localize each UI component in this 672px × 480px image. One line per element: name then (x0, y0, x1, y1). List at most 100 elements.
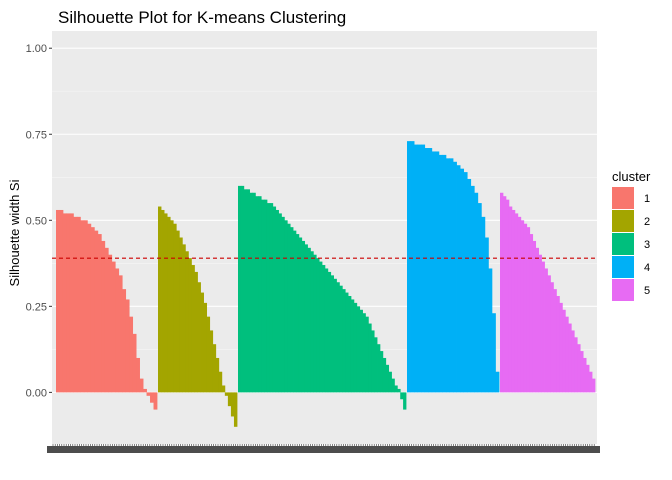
x-tick-labels-overlapping (47, 446, 600, 453)
silhouette-bar (556, 296, 560, 393)
bars (56, 141, 596, 427)
silhouette-bar (403, 392, 407, 410)
silhouette-bar (500, 192, 504, 393)
silhouette-bar (523, 223, 528, 393)
silhouette-bar (108, 254, 113, 393)
silhouette-bar (269, 203, 274, 393)
silhouette-bar (170, 220, 174, 393)
silhouette-bar (397, 388, 401, 393)
silhouette-bar (246, 189, 250, 393)
silhouette-bar (139, 378, 144, 393)
silhouette-bar (463, 172, 468, 393)
silhouette-bar (342, 289, 346, 393)
legend-key-1 (612, 187, 634, 209)
legend-label-2: 2 (644, 216, 650, 228)
silhouette-bar (261, 199, 265, 393)
silhouette-bar (592, 378, 596, 393)
silhouette-bar (529, 234, 534, 393)
silhouette-bar (136, 357, 140, 393)
silhouette-bar (224, 392, 229, 396)
y-tick-label: 1.00 (26, 43, 47, 55)
silhouette-bar (69, 213, 74, 393)
legend-key-4 (612, 256, 634, 278)
legend-key-3 (612, 233, 634, 255)
silhouette-bar (577, 344, 581, 393)
silhouette-bar (167, 216, 171, 393)
silhouette-bar (514, 213, 519, 393)
silhouette-bar (266, 203, 271, 393)
silhouette-bar (209, 330, 214, 393)
silhouette-bar (394, 385, 398, 393)
silhouette-bar (264, 199, 268, 393)
silhouette-bar (80, 220, 85, 393)
legend-title: cluster (612, 169, 651, 184)
silhouette-bar (194, 271, 198, 393)
silhouette-bar (400, 392, 404, 400)
silhouette-bar (238, 185, 242, 393)
silhouette-bar (304, 244, 308, 393)
silhouette-bar (310, 251, 314, 393)
silhouette-bar (460, 168, 465, 393)
y-tick-label: 0.25 (26, 301, 47, 313)
silhouette-bar (449, 158, 454, 393)
silhouette-bar (252, 192, 256, 393)
silhouette-bar (424, 148, 429, 393)
silhouette-bar (417, 144, 422, 393)
silhouette-bar (333, 278, 337, 393)
silhouette-bar (125, 299, 130, 393)
silhouette-bar (298, 237, 303, 393)
silhouette-bar (185, 251, 189, 393)
silhouette-bar (580, 351, 584, 393)
y-axis-label: Silhouette width Si (7, 179, 22, 286)
silhouette-bar (227, 392, 232, 407)
silhouette-bar (583, 357, 587, 393)
silhouette-bar (233, 392, 238, 427)
silhouette-bar (218, 371, 223, 393)
silhouette-bar (240, 185, 245, 393)
silhouette-bar (146, 392, 151, 396)
silhouette-bar (356, 306, 361, 393)
silhouette-bar (212, 344, 217, 393)
silhouette-bar (353, 302, 358, 393)
silhouette-bar (508, 206, 513, 393)
silhouette-bar (132, 333, 137, 393)
silhouette-bar (339, 285, 343, 393)
legend-label-5: 5 (644, 285, 650, 297)
silhouette-bar (544, 268, 548, 393)
silhouette-bar (421, 144, 426, 393)
silhouette-bar (161, 209, 165, 393)
silhouette-bar (295, 234, 300, 393)
silhouette-bar (474, 192, 479, 393)
silhouette-bar (559, 302, 563, 393)
silhouette-bar (345, 292, 349, 393)
silhouette-bar (379, 351, 384, 393)
silhouette-bar (553, 289, 557, 393)
silhouette-bar (391, 378, 395, 393)
chart-title: Silhouette Plot for K-means Clustering (58, 8, 346, 27)
silhouette-bar (206, 316, 211, 393)
silhouette-bar (322, 265, 326, 393)
silhouette-bar (502, 196, 507, 393)
silhouette-bar (258, 196, 262, 393)
silhouette-bar (470, 185, 475, 393)
silhouette-bar (278, 213, 282, 393)
silhouette-bar (90, 227, 95, 393)
silhouette-bar (410, 141, 415, 393)
silhouette-bar (275, 209, 279, 393)
silhouette-bar (541, 261, 545, 393)
silhouette-bar (453, 161, 457, 393)
silhouette-bar (520, 220, 525, 393)
silhouette-bar (122, 289, 127, 393)
silhouette-bar (111, 261, 116, 393)
silhouette-bar (87, 223, 92, 393)
silhouette-bar (374, 337, 378, 393)
silhouette-bar (313, 254, 317, 393)
silhouette-bar (435, 151, 440, 393)
silhouette-bar (511, 209, 516, 393)
silhouette-bar (191, 265, 195, 393)
silhouette-bar (550, 282, 554, 393)
silhouette-bar (407, 141, 411, 393)
silhouette-bar (505, 199, 510, 393)
silhouette-bar (293, 230, 297, 393)
